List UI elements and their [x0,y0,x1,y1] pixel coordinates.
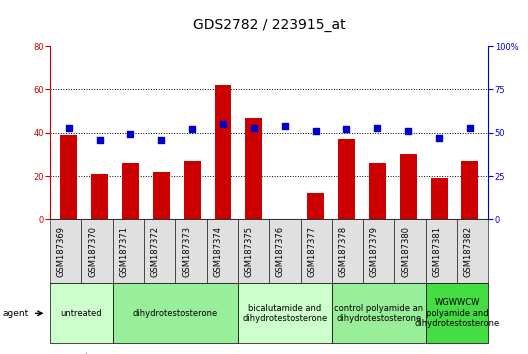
Bar [122,163,139,219]
Text: GSM187375: GSM187375 [244,226,253,277]
Bar [338,139,355,219]
Bar [214,85,231,219]
Point [312,128,320,134]
Text: untreated: untreated [61,309,102,318]
Bar [307,193,324,219]
Text: GSM187380: GSM187380 [401,226,410,277]
Text: control polyamide an
dihydrotestosterone: control polyamide an dihydrotestosterone [334,304,423,323]
Bar [184,161,201,219]
Bar [91,174,108,219]
Point [157,137,165,143]
Bar [369,163,386,219]
Point [404,128,412,134]
Point [280,123,289,129]
Text: agent: agent [3,309,29,318]
Bar [246,118,262,219]
Point [250,125,258,130]
Text: GSM187376: GSM187376 [276,226,285,277]
Point [126,132,135,137]
Point [219,121,227,127]
Text: GSM187378: GSM187378 [338,226,347,277]
Point [342,126,351,132]
Text: dihydrotestosterone: dihydrotestosterone [133,309,218,318]
Bar [153,172,169,219]
Text: GSM187372: GSM187372 [150,226,160,277]
Point [466,125,474,130]
Point [64,125,73,130]
Text: count: count [63,353,89,354]
Point [373,125,382,130]
Text: GDS2782 / 223915_at: GDS2782 / 223915_at [193,18,346,32]
Text: GSM187382: GSM187382 [464,226,473,277]
Bar [430,178,448,219]
Text: GSM187381: GSM187381 [432,226,441,277]
Text: GSM187371: GSM187371 [119,226,128,277]
Text: GSM187369: GSM187369 [57,226,66,277]
Bar [461,161,478,219]
Text: GSM187374: GSM187374 [213,226,222,277]
Bar [60,135,77,219]
Bar [400,154,417,219]
Text: ■: ■ [50,353,60,354]
Point [96,137,104,143]
Text: GSM187379: GSM187379 [370,226,379,277]
Text: bicalutamide and
dihydrotestosterone: bicalutamide and dihydrotestosterone [242,304,327,323]
Text: WGWWCW
polyamide and
dihydrotestosterone: WGWWCW polyamide and dihydrotestosterone [414,298,499,328]
Point [188,126,196,132]
Text: GSM187370: GSM187370 [88,226,97,277]
Text: GSM187377: GSM187377 [307,226,316,277]
Text: GSM187373: GSM187373 [182,226,191,277]
Point [435,135,443,141]
